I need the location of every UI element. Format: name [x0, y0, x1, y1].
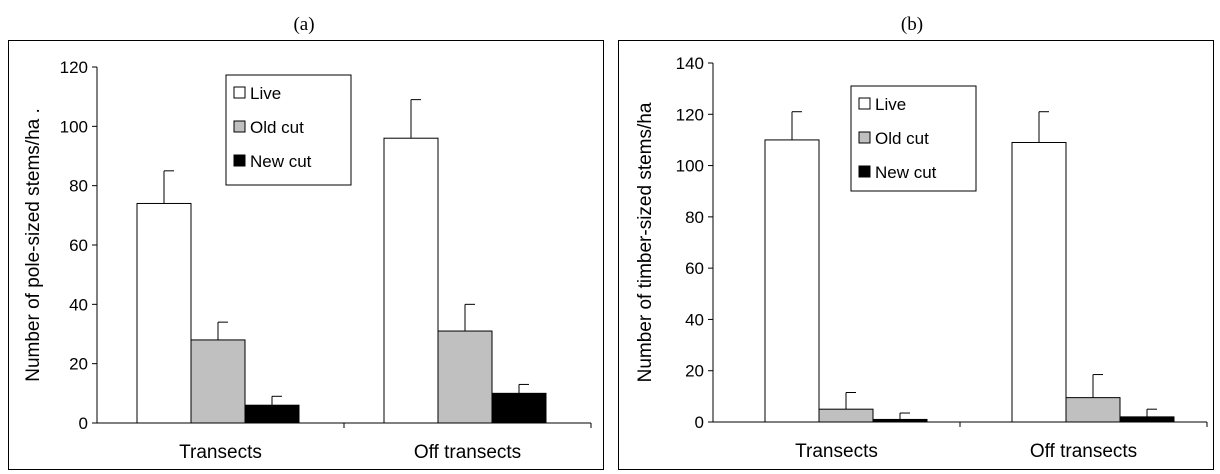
chart-a-legend-label-old-cut: Old cut	[250, 118, 304, 137]
chart-b-legend-label-live: Live	[875, 95, 906, 114]
chart-a-category-label: Transects	[179, 442, 262, 463]
chart-a-bar-live-transects	[136, 202, 192, 424]
chart-b-y-tick-label: 20	[685, 362, 704, 381]
chart-a-legend-swatch-old-cut	[233, 120, 246, 133]
chart-b-y-tick-label: 100	[676, 157, 704, 176]
chart-b-title: (b)	[900, 14, 924, 35]
chart-a-y-tick-label: 120	[60, 58, 88, 77]
chart-a-category-label: Off transects	[414, 442, 521, 463]
chart-a-y-tick-label: 20	[69, 355, 88, 374]
chart-b-legend-swatch-old-cut	[858, 131, 871, 144]
chart-b-category-label: Off transects	[1030, 441, 1137, 462]
chart-a-legend-label-live: Live	[250, 84, 281, 103]
chart-a-bar-live-off-transects	[383, 137, 439, 424]
chart-a-legend-label-new-cut: New cut	[250, 152, 312, 171]
chart-b-y-tick-label: 120	[676, 105, 704, 124]
chart-b-y-tick-label: 60	[685, 259, 704, 278]
chart-a-plot: 0 20 40 60 80 100 120 Transects Off transects Num…	[23, 58, 592, 463]
chart-b-plot: 0 20 40 60 80 100 120 140 Transects Off transects…	[635, 54, 1208, 462]
chart-b-y-axis-title: Number of timber-sized stems/ha	[635, 102, 656, 382]
chart-b-bar-new-cut-off-transects	[1119, 416, 1175, 423]
chart-a-y-tick-label: 60	[69, 236, 88, 255]
chart-b-y-tick-label: 40	[685, 310, 704, 329]
chart-b-bar-old-cut-transects	[818, 408, 874, 423]
chart-b-legend	[850, 85, 977, 192]
chart-a-y-tick-label: 40	[69, 295, 88, 314]
chart-b-bar-new-cut-transects	[872, 418, 928, 423]
chart-a-bar-new-cut-transects	[244, 404, 300, 424]
chart-a-bar-new-cut-off-transects	[491, 392, 547, 424]
chart-b-y-tick-label: 0	[695, 413, 704, 432]
chart-a-legend	[225, 74, 352, 186]
chart-a: 0 20 40 60 80 100 120 Transects Off transects Num…	[8, 40, 604, 470]
chart-b-bar-live-off-transects	[1011, 141, 1067, 423]
chart-a-legend-swatch-live	[233, 86, 246, 99]
chart-b-legend-label-new-cut: New cut	[875, 163, 937, 182]
chart-b-legend-swatch-live	[858, 97, 871, 110]
chart-b-y-tick-label: 140	[676, 54, 704, 73]
chart-a-bar-old-cut-off-transects	[437, 330, 493, 424]
chart-b-legend-label-old-cut: Old cut	[875, 129, 929, 148]
chart-b-category-label: Transects	[795, 441, 878, 462]
chart-a-y-axis-title: Number of pole-sized stems/ha .	[23, 108, 44, 382]
chart-a-legend-swatch-new-cut	[233, 154, 246, 167]
chart-b-bar-live-transects	[764, 139, 820, 423]
chart-b: 0 20 40 60 80 100 120 140 Transects Off transects…	[618, 40, 1214, 470]
chart-a-bar-old-cut-transects	[190, 339, 246, 424]
chart-b-y-tick-label: 80	[685, 208, 704, 227]
chart-b-legend-swatch-new-cut	[858, 165, 871, 178]
chart-a-y-tick-label: 80	[69, 177, 88, 196]
chart-a-title: (a)	[293, 14, 315, 35]
chart-b-bar-old-cut-off-transects	[1065, 397, 1121, 423]
chart-a-y-tick-label: 100	[60, 117, 88, 136]
chart-a-y-tick-label: 0	[79, 414, 88, 433]
